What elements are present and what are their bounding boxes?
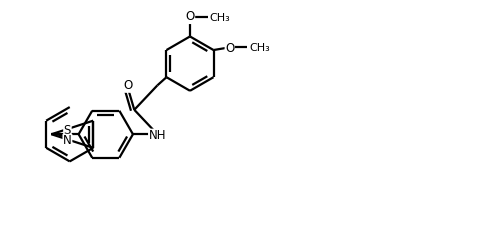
Text: CH₃: CH₃ <box>210 13 231 23</box>
Text: O: O <box>185 10 195 23</box>
Text: N: N <box>63 134 72 147</box>
Text: S: S <box>64 124 71 137</box>
Text: NH: NH <box>149 129 166 142</box>
Text: O: O <box>123 79 132 92</box>
Text: CH₃: CH₃ <box>250 43 270 53</box>
Text: O: O <box>225 42 235 55</box>
